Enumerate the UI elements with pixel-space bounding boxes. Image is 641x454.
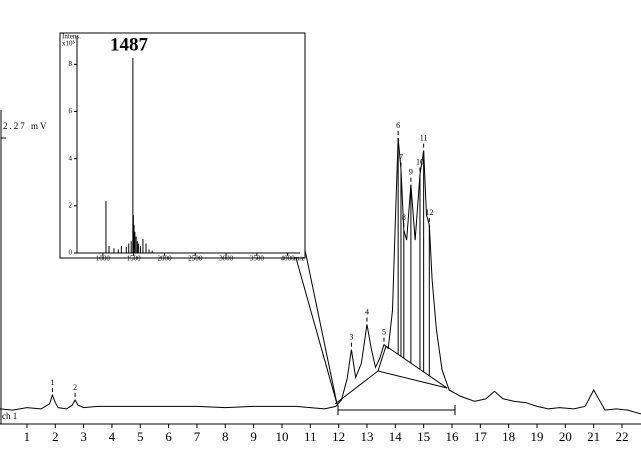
x-tick-label: 9 (250, 429, 257, 444)
trace (0, 137, 641, 415)
x-tick-label: 17 (474, 429, 488, 444)
x-tick-label: 5 (137, 429, 144, 444)
inset-annotation: 1487 (110, 34, 149, 55)
x-tick-label: 11 (304, 429, 317, 444)
inset-y-label: x10⁵ (62, 40, 76, 48)
peak-label: 9 (409, 167, 413, 176)
inset-x-tick-label: 3000 (219, 255, 234, 263)
x-tick-label: 7 (194, 429, 201, 444)
x-tick-label: 8 (222, 429, 229, 444)
x-tick-label: 14 (389, 429, 403, 444)
inset-x-label: m/z (294, 255, 305, 263)
inset-y-label: Intens. (62, 33, 81, 41)
x-tick-label: 13 (360, 429, 373, 444)
x-tick-label: 18 (502, 429, 515, 444)
peak-label: 2 (73, 383, 77, 392)
x-tick-label: 12 (332, 429, 345, 444)
inset-x-tick-label: 4000 (281, 255, 296, 263)
inset-y-tick-label: 6 (69, 107, 73, 115)
x-tick-label: 1 (24, 429, 31, 444)
peak-label: 6 (396, 121, 400, 130)
inset-connector (304, 249, 338, 405)
inset-connector (295, 257, 338, 405)
x-tick-label: 21 (587, 429, 600, 444)
x-tick-label: 22 (616, 429, 629, 444)
inset-x-tick-label: 2500 (188, 255, 203, 263)
peak-label: 1 (50, 378, 54, 387)
inset-y-tick-label: 0 (69, 249, 73, 257)
peak-label: 7 (399, 152, 403, 161)
inset-x-tick-label: 3500 (250, 255, 265, 263)
peak-label: 8 (402, 213, 406, 222)
x-tick-label: 3 (80, 429, 87, 444)
inset-y-tick-label: 4 (69, 154, 73, 162)
x-tick-label: 19 (531, 429, 544, 444)
x-tick-label: 10 (275, 429, 288, 444)
y-tick-label: 2.27 mV (3, 121, 49, 131)
inset-frame (59, 32, 306, 259)
x-tick-label: 16 (445, 429, 459, 444)
integration-baseline (385, 345, 448, 389)
peak-label: 10 (416, 157, 424, 166)
peak-label: 12 (425, 208, 433, 217)
x-tick-label: 15 (417, 429, 430, 444)
channel-label: ch 1 (2, 411, 17, 421)
x-tick-label: 2 (52, 429, 59, 444)
inset-x-tick-label: 1500 (127, 255, 142, 263)
x-tick-label: 6 (165, 429, 172, 444)
peak-label: 4 (365, 307, 369, 316)
x-tick-label: 4 (109, 429, 116, 444)
peak-label: 11 (420, 133, 428, 142)
x-tick-label: 20 (559, 429, 572, 444)
inset-y-tick-label: 8 (69, 60, 73, 68)
inset-x-tick-label: 2000 (157, 255, 172, 263)
inset-y-tick-label: 2 (69, 201, 73, 209)
peak-label: 5 (382, 327, 386, 336)
peak-label: 3 (349, 332, 353, 341)
inset-x-tick-label: 1000 (96, 255, 111, 263)
integration-baseline (377, 370, 448, 389)
